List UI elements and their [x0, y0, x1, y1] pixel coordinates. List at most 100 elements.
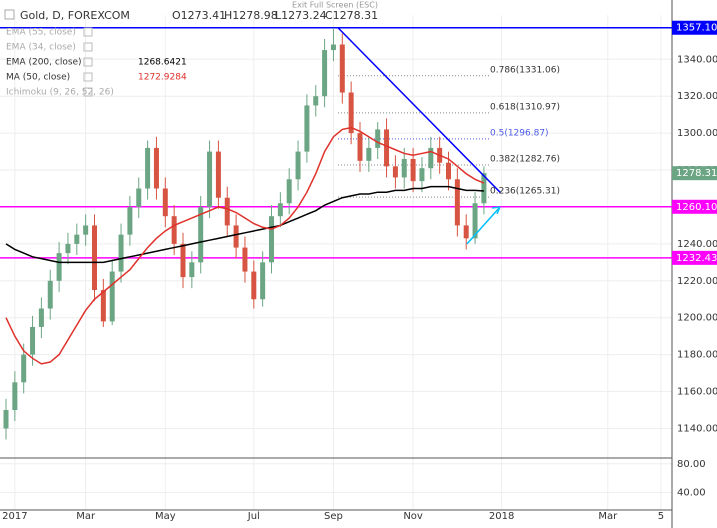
candle-body — [339, 44, 345, 93]
candle-body — [392, 166, 398, 178]
candle-body — [171, 216, 177, 244]
level-label: 1357.10 — [676, 23, 717, 34]
legend-entry: EMA (34, close) — [6, 43, 76, 53]
ohlc-close: C1278.31 — [325, 9, 378, 22]
x-tick-label: 2018 — [489, 511, 514, 522]
candle-body — [277, 203, 283, 217]
price-tag — [672, 166, 717, 181]
candle-body — [30, 326, 36, 355]
x-tick-label: May — [155, 511, 176, 522]
candle-body — [446, 162, 451, 180]
candle-body — [215, 151, 221, 198]
candle-body — [410, 158, 416, 182]
legend-icon — [83, 57, 93, 67]
candle-body — [38, 308, 44, 327]
legend-entry: EMA (200, close) — [6, 58, 82, 68]
candle-body — [198, 206, 204, 263]
candle-body — [295, 151, 301, 180]
candle-body — [233, 225, 239, 248]
candle-body — [100, 290, 106, 322]
fib-label: 0.618(1310.97) — [490, 102, 560, 112]
x-tick-label: Mar — [598, 511, 618, 522]
candle-body — [180, 243, 186, 278]
x-tick-label: Sep — [324, 511, 343, 522]
price-label: 1278.31 — [676, 168, 717, 179]
candle-body — [83, 225, 89, 235]
symbol: Gold, D, FOREXCOM — [20, 9, 130, 22]
candle-body — [136, 188, 142, 207]
candle-body — [153, 147, 159, 189]
candle-body — [313, 96, 319, 106]
y-tick-label: 1320.00 — [677, 91, 717, 102]
candle-body — [12, 382, 18, 411]
legend-value: 1268.6421 — [138, 58, 187, 68]
y-tick-label: 1160.00 — [677, 387, 717, 398]
fib-label: 0.382(1282.76) — [490, 154, 560, 164]
y-tick-label: 1340.00 — [677, 54, 717, 65]
candle-body — [260, 262, 266, 300]
indicator-line — [5, 185, 484, 264]
y-tick-label: 1200.00 — [677, 313, 717, 324]
candle-body — [481, 173, 487, 204]
level-tag — [672, 199, 717, 214]
candle-body — [269, 216, 274, 263]
candle-body — [330, 44, 336, 51]
ohlc-open: O1273.41 — [172, 9, 226, 22]
legend-entry: MA (50, close) — [6, 73, 70, 83]
legend-icon — [83, 72, 93, 82]
candle-body — [47, 280, 53, 309]
legend-icon — [83, 42, 93, 52]
candle-body — [384, 129, 390, 167]
y-tick-label: 1240.00 — [677, 239, 717, 250]
arrow-head — [491, 206, 501, 215]
candle-body — [401, 158, 407, 178]
y-tick-label: 1180.00 — [677, 350, 717, 361]
level-tag — [672, 250, 717, 265]
candle-body — [472, 203, 478, 239]
legend-entry: Ichimoku (9, 26, 52, 26) — [6, 88, 114, 98]
candle-body — [463, 225, 469, 239]
candle-body — [242, 247, 248, 272]
y-tick-label: 1220.00 — [677, 276, 717, 287]
x-tick-label: Mar — [76, 511, 96, 522]
level-label: 1232.43 — [676, 253, 717, 264]
legend-icon — [83, 87, 93, 97]
candle-body — [109, 271, 115, 322]
ohlc-low: L1273.24 — [275, 9, 327, 22]
candle-body — [304, 105, 310, 152]
exit-hint[interactable]: Exit Full Screen (ESC) — [292, 1, 378, 10]
candle-body — [189, 262, 195, 278]
candle-body — [357, 133, 363, 161]
candle-body — [366, 147, 372, 161]
candle-body — [419, 168, 425, 182]
candle-body — [428, 147, 434, 169]
candle-body — [21, 354, 27, 383]
fib-label: 0.5(1296.87) — [490, 128, 549, 138]
candle-body — [3, 410, 9, 429]
fib-label: 0.236(1265.31) — [490, 187, 560, 197]
candle-body — [454, 179, 460, 226]
fib-label: 0.786(1331.06) — [490, 65, 560, 75]
level-tag — [672, 20, 717, 35]
indicator-line — [5, 126, 485, 365]
candle-body — [375, 129, 381, 148]
icon — [4, 9, 15, 20]
candle-body — [56, 253, 62, 281]
candle-body — [65, 243, 71, 254]
y-tick-label: 80.00 — [677, 459, 706, 470]
legend-icon — [83, 27, 93, 37]
candle-body — [224, 197, 230, 226]
x-tick-label: 5 — [658, 511, 664, 522]
y-tick-label: 40.00 — [677, 488, 706, 499]
candle-body — [348, 92, 354, 134]
x-tick-label: Jul — [247, 511, 260, 522]
trendline — [337, 27, 501, 193]
y-tick-label: 1140.00 — [677, 423, 717, 434]
x-tick-label: Nov — [403, 511, 423, 522]
candle-body — [118, 234, 124, 272]
legend-entry: EMA (55, close) — [6, 28, 76, 38]
candle-body — [322, 50, 328, 97]
candle-body — [74, 234, 80, 244]
